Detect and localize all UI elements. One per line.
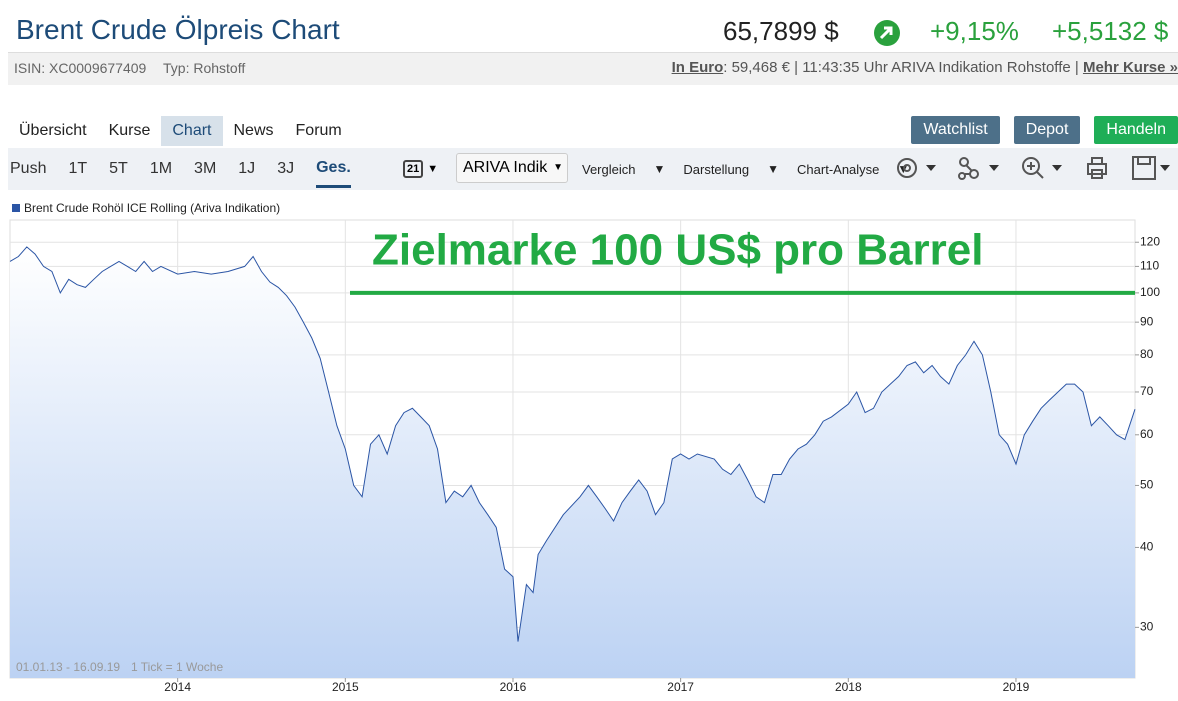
tab[interactable]: News — [233, 122, 274, 139]
tab[interactable]: Übersicht — [19, 122, 87, 139]
x-tick-label: 2017 — [667, 680, 694, 694]
x-tick-label: 2019 — [1003, 680, 1030, 694]
source-select-text: ARIVA Indik — [463, 159, 548, 176]
x-tick-label: 2014 — [164, 680, 191, 694]
info-bar — [8, 52, 1178, 85]
tabs: Übersicht Kurse Chart News Forum — [8, 115, 353, 147]
legend-label: Brent Crude Rohöl ICE Rolling (Ariva Ind… — [24, 201, 280, 215]
y-tick-label: 30 — [1140, 620, 1154, 634]
x-tick-label: 2015 — [332, 680, 359, 694]
y-tick-label: 120 — [1140, 234, 1160, 248]
period[interactable]: 1T — [68, 160, 88, 177]
y-tick-label: 40 — [1140, 540, 1154, 554]
annotation: Zielmarke 100 US$ pro Barrel — [372, 226, 983, 275]
chart: 30 40 50 60 70 80 90 100 110 120 2014 2015 2016 2017 2… — [9, 201, 1160, 694]
y-tick-label: 60 — [1140, 427, 1154, 441]
y-tick-label: 90 — [1140, 314, 1154, 328]
period[interactable]: 1J — [238, 160, 256, 177]
menus: Vergleich ▼ Darstellung ▼ Chart-Analyse ▼ — [582, 161, 910, 177]
button[interactable]: Depot — [1013, 116, 1081, 144]
price-line — [9, 246, 1136, 642]
toolbar — [8, 148, 1178, 190]
tab[interactable]: Forum — [295, 122, 342, 139]
trend-icon — [874, 20, 900, 46]
tab[interactable]: Kurse — [108, 122, 151, 139]
buttons: Watchlist Depot Handeln — [897, 116, 1178, 144]
more-link[interactable]: Mehr Kurse » — [1082, 59, 1178, 76]
area — [10, 246, 1135, 678]
tick-note: 1 Tick = 1 Woche — [131, 660, 223, 674]
periods: Push 1T 5T 1M 3M 1J 3J Ges. — [10, 148, 373, 190]
typ: Typ: Rohstoff — [163, 60, 246, 76]
period[interactable]: Ges. — [316, 151, 351, 188]
y-tick-label: 50 — [1140, 478, 1154, 492]
calendar[interactable]: 21 ▼ — [403, 155, 438, 183]
isin: ISIN: XC0009677409 — [14, 60, 147, 76]
euro-info: : 59,468 € | 11:43:35 Uhr ARIVA Indikati… — [723, 59, 1079, 76]
y-tick-label: 70 — [1140, 384, 1154, 398]
tool-icons — [897, 156, 1170, 180]
period[interactable]: 3M — [194, 160, 217, 177]
y-tick-label: 100 — [1140, 285, 1160, 299]
y-tick-label: 80 — [1140, 347, 1154, 361]
menu[interactable]: Darstellung — [683, 161, 750, 177]
button[interactable]: Watchlist — [911, 116, 1000, 144]
page-title: Brent Crude Ölpreis Chart — [16, 14, 340, 45]
euro-line: In Euro: 59,468 € | 11:43:35 Uhr ARIVA I… — [672, 59, 1178, 76]
x-tick-label: 2016 — [500, 680, 527, 694]
source-select[interactable]: ARIVA Indik ▼ — [456, 153, 568, 183]
range-note: 01.01.13 - 16.09.19 — [16, 660, 120, 674]
period[interactable]: 5T — [109, 160, 128, 177]
button[interactable]: Handeln — [1094, 116, 1178, 144]
euro-link[interactable]: In Euro — [671, 59, 724, 76]
price: 65,7899 $ — [723, 16, 839, 46]
change-pct: +9,15% — [930, 16, 1019, 46]
calendar-day: 21 — [403, 160, 424, 178]
period[interactable]: 1M — [149, 160, 173, 177]
tab[interactable]: Chart — [161, 116, 223, 146]
x-tick-label: 2018 — [835, 680, 862, 694]
change-abs: +5,5132 $ — [1052, 16, 1169, 46]
legend-swatch — [12, 204, 20, 212]
menu[interactable]: Vergleich — [582, 161, 636, 177]
period[interactable]: Push — [10, 160, 47, 177]
y-tick-label: 110 — [1140, 259, 1159, 273]
period[interactable]: 3J — [277, 160, 295, 177]
menu[interactable]: Chart-Analyse — [797, 161, 880, 177]
